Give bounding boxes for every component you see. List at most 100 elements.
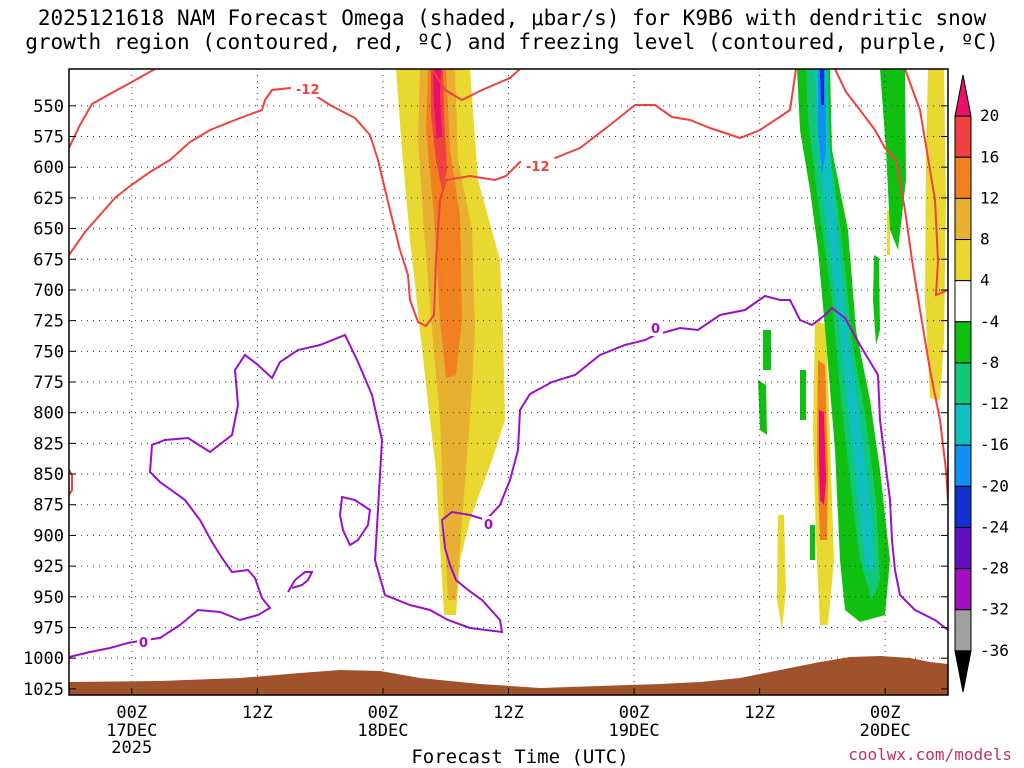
colorbar-label: -12 [980,394,1009,413]
dendritic-label-bg-1 [291,81,325,97]
colorbar-swatch [954,362,972,405]
omega-negative-patch-19dec-a [763,330,771,370]
colorbar-swatch [954,115,972,158]
x-tick-sublabel: 20DEC [860,721,911,741]
dendritic-label-bg-2 [521,158,555,174]
y-tick-label: 625 [33,189,64,209]
y-tick-label: 925 [33,557,64,577]
colorbar: 20 16 12 8 4 -4 -8 -12 -16 -20 -24 -28 -32 -36 [954,74,1009,693]
omega-negative-patch-19dec-c [800,370,806,420]
omega-negative-band-20dec-12 [814,69,874,570]
terrain-ground [69,656,948,695]
omega-band-18dec-20 [433,69,442,140]
y-tick-label: 750 [33,342,64,362]
dendritic-label-2: -12 [526,160,550,175]
colorbar-label: -16 [980,435,1009,454]
y-tick-label: 550 [33,97,64,117]
freezing-contours [69,294,948,658]
colorbar-label: 20 [980,106,999,125]
colorbar-top-triangle [954,74,972,117]
colorbar-bottom-triangle [954,650,972,693]
x-tick-label: 00Z [368,703,399,723]
y-tick-label: 875 [33,496,64,516]
y-tick-label: 650 [33,220,64,240]
y-tick-label: 800 [33,404,64,424]
dendritic-label-1: -12 [296,83,320,98]
colorbar-label: -28 [980,559,1009,578]
omega-negative-patch-19dec-b [758,380,767,435]
colorbar-swatch [954,239,972,282]
dendritic-contour-left-edge [69,469,73,496]
x-axis-title: Forecast Time (UTC) [411,746,629,768]
y-tick-label: 600 [33,158,64,178]
colorbar-swatch [954,568,972,611]
dendritic-contour-20dec-a [834,69,948,501]
colorbar-swatch [954,156,972,199]
colorbar-swatch [954,321,972,364]
freezing-contour-main [69,294,948,658]
omega-positive-patch-19dec [777,515,786,630]
source-credit: coolwx.com/models [848,745,1012,764]
x-tick-label: 12Z [242,703,273,723]
y-tick-label: 725 [33,312,64,332]
freezing-contour-tiny-loop [287,571,314,593]
omega-negative-streak-20dec [873,255,880,345]
freezing-label-bg-3 [649,320,663,336]
colorbar-label: -8 [980,353,999,372]
x-tick-sublabel: 17DEC [106,721,157,741]
colorbar-label: 12 [980,188,999,207]
y-axis: 550 575 600 625 650 675 700 725 750 775 800 825 850 8… [23,97,948,700]
colorbar-label: -36 [980,641,1009,660]
colorbar-swatch [954,485,972,528]
omega-positive-patch-20dec [887,210,890,255]
omega-negative-band-far-right [880,69,906,250]
y-tick-label: 900 [33,526,64,546]
y-tick-label: 575 [33,128,64,148]
colorbar-label: 16 [980,147,999,166]
dendritic-contour-mid-18dec [431,69,521,102]
freezing-label-3: 0 [651,322,660,337]
x-tick-label: 00Z [870,703,901,723]
dendritic-contour-lower [69,69,797,328]
freezing-label-bg-2 [482,516,496,532]
colorbar-swatch [954,197,972,241]
colorbar-label: -32 [980,600,1009,619]
y-tick-label: 675 [33,250,64,270]
freezing-label-2: 0 [484,518,493,533]
colorbar-swatch [954,526,972,570]
colorbar-swatch [954,280,972,323]
x-tick-label: 00Z [116,703,147,723]
y-tick-label: 950 [33,588,64,608]
chart-title: 2025121618 NAM Forecast Omega (shaded, μ… [0,6,1024,54]
dendritic-contour-upper [69,69,156,149]
colorbar-label: 4 [980,271,990,290]
omega-band-late-19dec-20 [819,410,826,505]
freezing-contour-small-loop [338,495,372,547]
omega-shading [396,69,946,630]
colorbar-label: -4 [980,312,999,331]
colorbar-label: 8 [980,230,990,249]
freezing-label-1: 0 [139,636,148,651]
dendritic-contour-20dec-b [904,69,948,297]
colorbar-swatch [954,403,972,446]
y-tick-label: 850 [33,465,64,485]
x-tick-label: 00Z [619,703,650,723]
freezing-label-bg-1 [137,634,151,650]
x-tick-label: 12Z [744,703,775,723]
y-tick-label: 975 [33,618,64,638]
omega-negative-band-20dec-20 [820,69,824,105]
x-tick-sublabel: 19DEC [608,721,659,741]
omega-negative-patch-19dec-d [810,525,815,560]
y-tick-label: 1000 [23,649,64,669]
colorbar-label: -24 [980,517,1009,536]
y-tick-label: 775 [33,373,64,393]
y-tick-label: 700 [33,281,64,301]
omega-positive-band-20dec-right [925,69,946,400]
x-tick-sublabel: 2025 [111,738,152,758]
x-tick-label: 12Z [493,703,524,723]
y-tick-label: 1025 [23,680,64,700]
colorbar-swatch [954,444,972,487]
chart-title-line1: 2025121618 NAM Forecast Omega (shaded, μ… [37,6,987,30]
